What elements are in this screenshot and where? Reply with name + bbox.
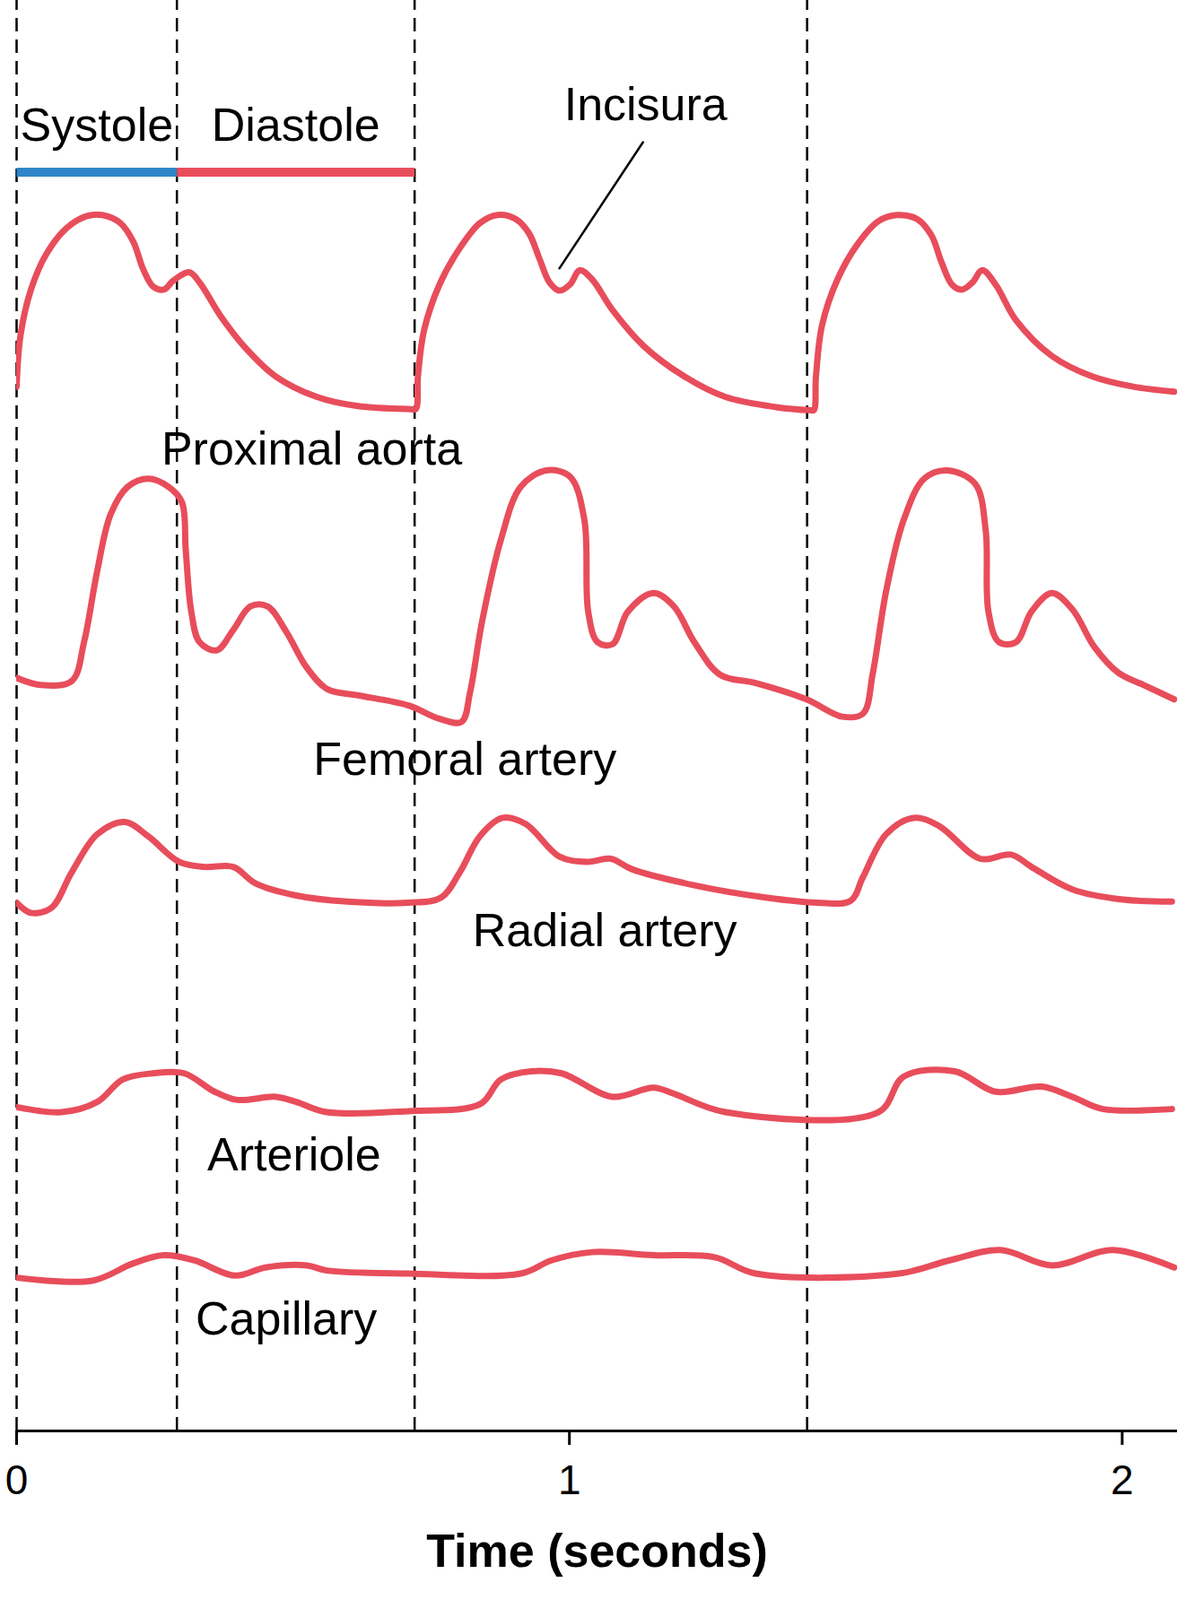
- svg-text:Diastole: Diastole: [211, 98, 381, 151]
- svg-text:Time (seconds): Time (seconds): [426, 1525, 768, 1578]
- svg-text:Radial artery: Radial artery: [472, 904, 738, 957]
- svg-text:Proximal aorta: Proximal aorta: [161, 422, 463, 475]
- svg-text:2: 2: [1110, 1456, 1134, 1504]
- svg-text:Capillary: Capillary: [195, 1292, 377, 1345]
- svg-text:Incisura: Incisura: [564, 78, 728, 131]
- svg-text:Arteriole: Arteriole: [207, 1128, 382, 1181]
- svg-text:0: 0: [5, 1456, 29, 1504]
- svg-text:1: 1: [558, 1456, 582, 1504]
- svg-text:Femoral artery: Femoral artery: [313, 732, 617, 785]
- svg-text:Systole: Systole: [20, 98, 175, 151]
